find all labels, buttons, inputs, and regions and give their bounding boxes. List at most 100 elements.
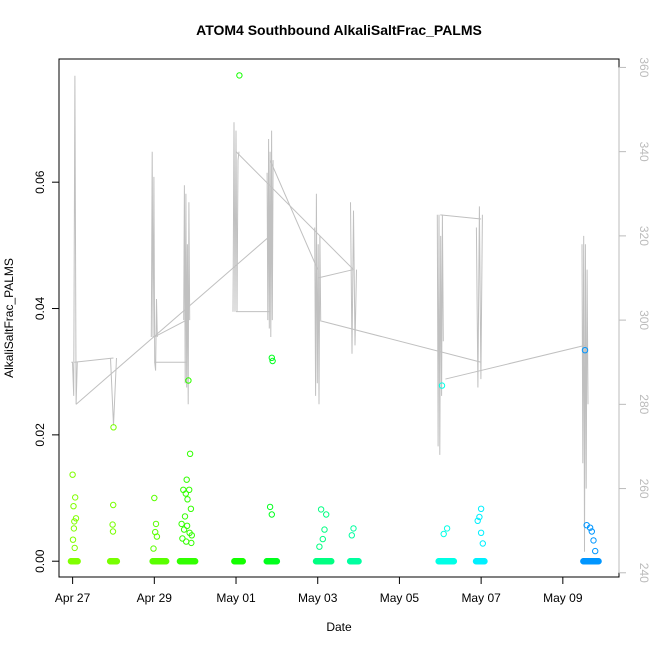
- data-point: [185, 377, 192, 384]
- data-point: [350, 525, 357, 532]
- data-point: [273, 558, 281, 565]
- data-point: [236, 72, 243, 79]
- data-point: [355, 558, 362, 565]
- y2-axis: 240 260 280 300 320 340 360: [618, 57, 650, 583]
- data-point: [188, 539, 195, 547]
- data-point: [187, 505, 195, 512]
- y-tick-label: 0.00: [33, 549, 47, 573]
- line-connector: [440, 214, 482, 220]
- data-point: [477, 529, 485, 536]
- data-point: [581, 347, 589, 354]
- data-point: [110, 501, 117, 509]
- line-segment: [110, 357, 117, 426]
- data-point: [109, 521, 116, 528]
- x-tick-label: May 07: [461, 591, 501, 605]
- data-point: [319, 535, 326, 543]
- line-connector: [74, 357, 114, 363]
- data-point: [186, 450, 194, 457]
- x-tick-label: May 01: [216, 591, 256, 605]
- data-point: [328, 558, 335, 565]
- data-point: [70, 525, 78, 532]
- y2-tick-label: 360: [637, 57, 650, 77]
- data-point: [153, 533, 161, 540]
- line-connector: [154, 319, 187, 338]
- data-point: [152, 520, 160, 528]
- data-point: [438, 382, 446, 389]
- data-point: [316, 543, 323, 550]
- point-series: [67, 72, 602, 565]
- line-segment: [232, 122, 240, 312]
- data-point: [184, 496, 191, 503]
- data-point: [440, 530, 447, 538]
- line-segment: [350, 202, 357, 354]
- y-axis: 0.00 0.02 0.04 0.06: [33, 170, 60, 573]
- data-point: [474, 517, 481, 524]
- data-point: [178, 520, 185, 528]
- line-segment: [314, 193, 322, 405]
- data-point: [183, 538, 190, 545]
- line-connector: [317, 269, 354, 279]
- data-point: [269, 357, 276, 365]
- line-segment: [150, 151, 158, 371]
- data-point: [477, 505, 485, 512]
- right-axis-line-series: [71, 75, 589, 552]
- data-point: [69, 471, 76, 478]
- line-connector: [445, 344, 586, 380]
- line-segment: [475, 206, 483, 388]
- data-point: [348, 532, 355, 539]
- data-point: [71, 544, 78, 552]
- data-point: [586, 524, 594, 531]
- data-point: [268, 354, 275, 361]
- data-point: [595, 558, 602, 565]
- y-axis-label: AlkaliSaltFrac_PALMS: [2, 258, 16, 378]
- data-point: [110, 424, 117, 431]
- data-point: [317, 506, 325, 513]
- data-point: [113, 558, 121, 565]
- chart-title: ATOM4 Southbound AlkaliSaltFrac_PALMS: [196, 22, 482, 38]
- line-segment: [266, 130, 274, 338]
- line-connector: [75, 235, 271, 405]
- data-point: [163, 558, 170, 565]
- data-point: [179, 535, 186, 542]
- plot-frame: [58, 58, 620, 578]
- data-point: [72, 515, 80, 522]
- x-axis-label: Date: [326, 620, 352, 634]
- data-point: [74, 558, 81, 565]
- data-point: [443, 525, 451, 532]
- line-segment: [71, 75, 78, 405]
- data-point: [481, 558, 488, 565]
- data-point: [180, 526, 188, 533]
- data-point: [151, 494, 158, 502]
- y-tick-label: 0.06: [33, 170, 47, 194]
- data-point: [479, 540, 486, 547]
- data-point: [239, 558, 247, 565]
- line-segment: [183, 185, 191, 405]
- data-point: [321, 526, 328, 533]
- data-point: [192, 558, 199, 565]
- data-point: [268, 511, 275, 518]
- data-point: [266, 503, 274, 511]
- x-tick-label: May 09: [543, 591, 583, 605]
- x-tick-label: May 03: [298, 591, 338, 605]
- line-connector: [235, 151, 354, 270]
- line-connector: [269, 159, 319, 270]
- data-point: [588, 528, 595, 535]
- data-point: [72, 494, 79, 501]
- data-point: [71, 518, 78, 525]
- x-tick-label: May 05: [380, 591, 420, 605]
- data-point: [186, 486, 193, 493]
- data-point: [69, 536, 77, 543]
- x-tick-label: Apr 27: [55, 591, 91, 605]
- line-segment: [581, 235, 589, 552]
- data-point: [476, 513, 483, 521]
- data-point: [590, 537, 597, 544]
- data-point: [182, 490, 190, 497]
- y2-tick-label: 340: [637, 142, 650, 162]
- y2-tick-label: 280: [637, 394, 650, 414]
- line-segment: [436, 214, 444, 455]
- data-point: [181, 513, 189, 520]
- y2-tick-label: 260: [637, 479, 650, 499]
- line-connector: [317, 319, 482, 363]
- y2-tick-label: 320: [637, 226, 650, 246]
- x-axis: Apr 27 Apr 29 May 01 May 03 May 05 May 07 May …: [55, 576, 583, 605]
